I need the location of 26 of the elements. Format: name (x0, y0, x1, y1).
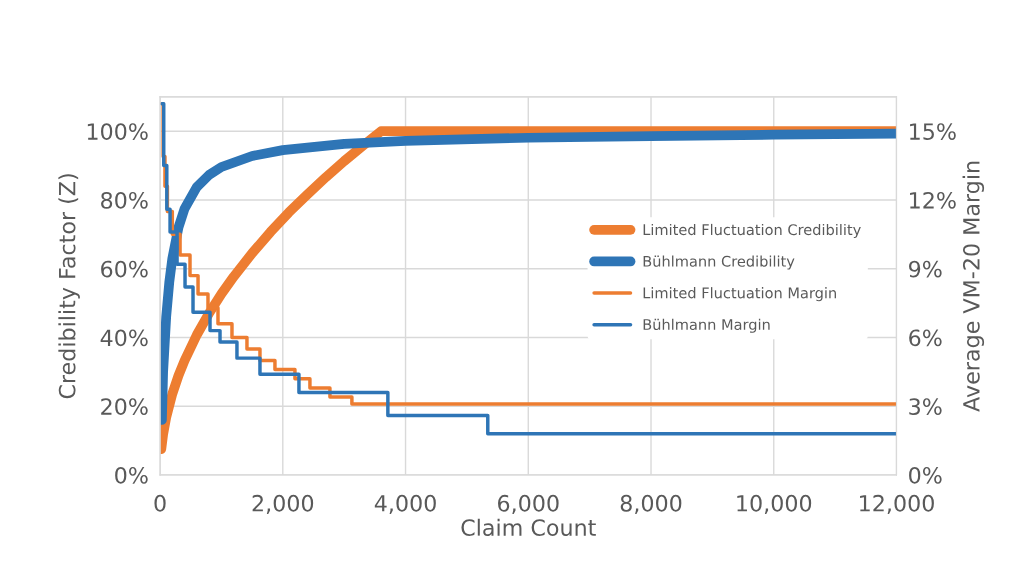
y2-axis-title: Average VM-20 Margin (962, 161, 985, 412)
y-tick-label: 40% (100, 329, 148, 347)
legend-label: Limited Fluctuation Margin (643, 287, 836, 302)
y2-tick-label: 15% (910, 123, 956, 140)
y2-tick-label: 6% (909, 329, 942, 347)
legend-label: Bühlmann Credibility (643, 255, 795, 270)
y-tick-label: 20% (101, 398, 148, 416)
y-tick-label: 0% (115, 466, 148, 484)
x-tick-label: 10,000 (737, 494, 812, 514)
x-tick-label: 4,000 (374, 494, 436, 514)
x-tick-label: 6,000 (498, 494, 559, 514)
x-tick-label: 8,000 (620, 494, 682, 514)
y-tick-label: 60% (101, 260, 148, 278)
legend-label: Limited Fluctuation Credibility (643, 223, 861, 238)
y-axis-title: Credibility Factor (Z) (58, 174, 80, 399)
y2-tick-label: 9% (909, 260, 942, 278)
y-tick-label: 80% (101, 191, 148, 209)
y2-tick-label: 3% (909, 398, 942, 416)
x-tick-label: 0 (154, 494, 166, 512)
x-tick-label: 12,000 (860, 494, 934, 514)
x-axis-title: Claim Count (461, 518, 596, 536)
legend-label: Bühlmann Margin (643, 318, 770, 333)
y-tick-label: 100% (87, 123, 148, 140)
y2-tick-label: 0% (909, 466, 942, 484)
x-tick-label: 2,000 (252, 494, 314, 514)
y2-tick-label: 12% (910, 191, 956, 209)
